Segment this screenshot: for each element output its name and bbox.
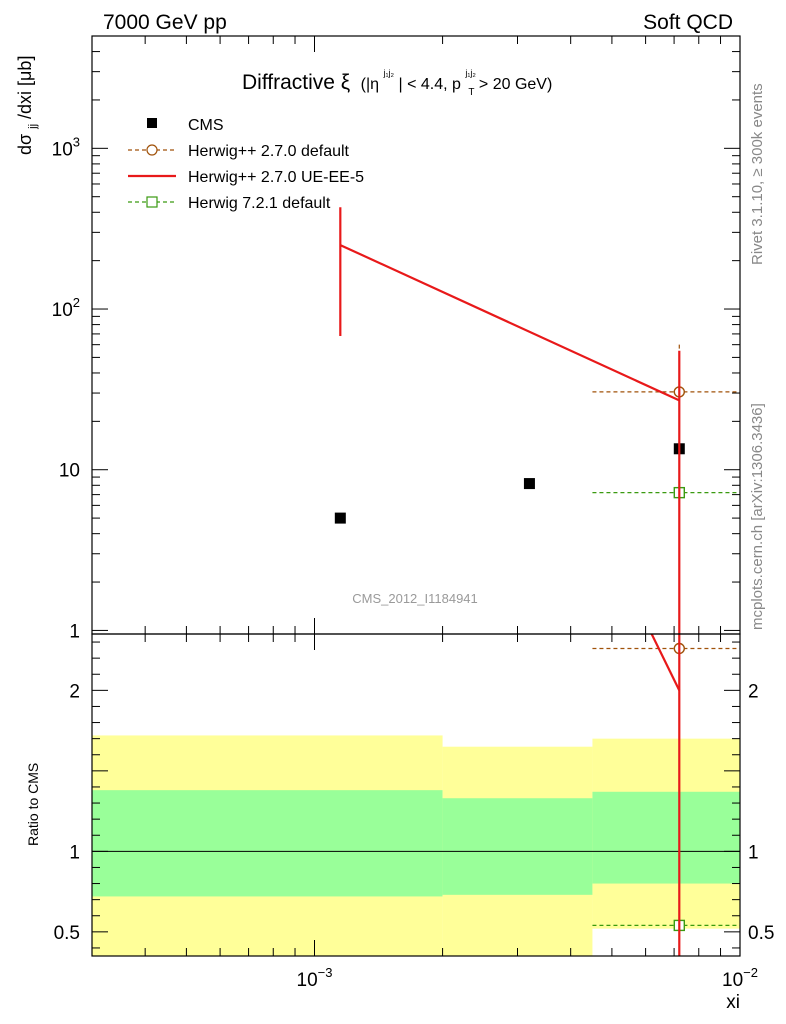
legend: CMS Herwig++ 2.7.0 default Herwig++ 2.7.… xyxy=(128,117,364,212)
y-axis-label-main: dσ jj /dxi [μb] xyxy=(15,56,40,155)
title-cut-pt-sup: j₁j₂ xyxy=(464,68,476,78)
main-plot-marks xyxy=(334,207,740,634)
legend-marker-cms xyxy=(147,118,157,128)
y-tick-label-ratio-right-1: 1 xyxy=(748,842,759,863)
y-tick-label-ratio-left-2: 2 xyxy=(69,681,80,702)
y-tick-label-ratio-right-2: 2 xyxy=(748,681,759,702)
legend-label-herwig7: Herwig 7.2.1 default xyxy=(188,195,331,212)
herwig-ue-ratio-line xyxy=(650,633,681,691)
x-tick-label-1: 10−2 xyxy=(722,965,758,991)
y-label-rest: /dxi [μb] xyxy=(15,56,35,119)
ratio-plot-marks xyxy=(592,633,740,956)
title-cut-end: > 20 GeV) xyxy=(479,76,552,93)
axis-ticks xyxy=(91,35,741,956)
category-label: Soft QCD xyxy=(643,11,733,34)
title-cut-eta-sup: j₁j₂ xyxy=(383,68,395,78)
tick-labels: 10−3 10−2 1 10 102 103 0.5 0.5 1 1 2 2 xyxy=(52,134,775,991)
ratio-band-inner-1 xyxy=(442,798,593,895)
legend-marker-herwig-default xyxy=(146,144,158,156)
herwig-ue-line xyxy=(339,244,680,402)
y-axis-label-ratio: Ratio to CMS xyxy=(25,763,41,846)
title-main: Diffractive ξ xyxy=(242,71,350,94)
title-cut-pt-sub: T xyxy=(468,87,474,98)
ratio-band-inner-0 xyxy=(92,790,443,897)
legend-label-cms: CMS xyxy=(188,117,224,134)
mcplots-label: mcplots.cern.ch [arXiv:1306.3436] xyxy=(749,403,766,630)
y-label-sub: jj xyxy=(27,124,39,130)
y-tick-label-main-0: 1 xyxy=(69,621,80,642)
ratio-band-inner-2 xyxy=(592,791,740,884)
y-tick-label-ratio-left-1: 1 xyxy=(69,842,80,863)
ratio-uncertainty-bands xyxy=(92,735,740,956)
cms-data-point-0 xyxy=(334,512,346,524)
analysis-watermark: CMS_2012_I1184941 xyxy=(352,591,478,606)
title-cut-eta: (|η xyxy=(361,76,379,93)
y-tick-label-ratio-right-0: 0.5 xyxy=(748,923,774,944)
cms-data-point-1 xyxy=(523,478,535,490)
x-axis-label: xi xyxy=(726,992,740,1013)
x-tick-label-0: 10−3 xyxy=(297,965,333,991)
y-tick-label-main-1: 10 xyxy=(59,461,80,482)
y-tick-label-main-3: 103 xyxy=(52,134,80,160)
ratio-plot-frame xyxy=(91,633,741,957)
y-tick-label-main-2: 102 xyxy=(52,295,80,321)
plot-title: Diffractive ξ (|η j₁j₂ | < 4.4, p j₁j₂ T… xyxy=(242,63,552,99)
legend-marker-herwig7 xyxy=(146,196,158,208)
title-cut-mid: | < 4.4, p xyxy=(399,76,462,93)
legend-label-herwig-default: Herwig++ 2.7.0 default xyxy=(188,143,350,160)
energy-label: 7000 GeV pp xyxy=(103,11,227,34)
legend-label-herwig-ue: Herwig++ 2.7.0 UE-EE-5 xyxy=(188,169,364,186)
y-tick-label-ratio-left-0: 0.5 xyxy=(54,923,80,944)
y-label-d: dσ xyxy=(15,134,35,155)
rivet-label: Rivet 3.1.10, ≥ 300k events xyxy=(749,83,766,265)
